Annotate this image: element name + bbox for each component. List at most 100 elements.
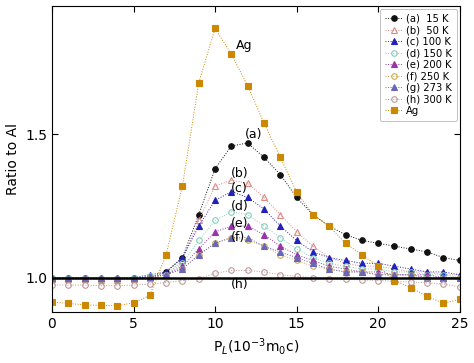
(b)  50 K (196, 218, 201, 223)
Text: (c): (c) (231, 182, 248, 195)
(b)  50 K (261, 195, 267, 200)
(g) 273 K (310, 261, 316, 265)
(d) 150 K (228, 209, 234, 214)
(f) 250 K (65, 277, 71, 281)
(g) 273 K (392, 273, 397, 277)
(e) 200 K (163, 273, 169, 277)
(b)  50 K (375, 264, 381, 268)
(c) 100 K (343, 258, 348, 263)
(g) 273 K (147, 275, 153, 279)
(a)  15 K (343, 233, 348, 237)
(d) 150 K (163, 273, 169, 277)
(g) 273 K (49, 276, 55, 280)
(f) 250 K (408, 273, 414, 277)
(d) 150 K (457, 276, 463, 280)
(g) 273 K (196, 253, 201, 257)
(e) 200 K (343, 267, 348, 271)
(c) 100 K (359, 261, 365, 265)
(d) 150 K (196, 238, 201, 242)
(a)  15 K (163, 270, 169, 274)
(e) 200 K (98, 276, 104, 280)
(b)  50 K (392, 267, 397, 271)
(d) 150 K (114, 276, 120, 280)
(a)  15 K (82, 276, 87, 280)
(d) 150 K (261, 224, 267, 228)
Ag (424, 294, 430, 298)
(d) 150 K (212, 218, 218, 223)
(f) 250 K (440, 276, 446, 280)
Ag (277, 155, 283, 159)
Text: (f): (f) (231, 231, 246, 244)
(e) 200 K (261, 233, 267, 237)
(f) 250 K (82, 277, 87, 281)
(e) 200 K (440, 276, 446, 280)
Ag (131, 301, 137, 305)
(e) 200 K (147, 275, 153, 279)
(f) 250 K (212, 241, 218, 245)
Line: (h) 300 K: (h) 300 K (49, 268, 463, 290)
(a)  15 K (327, 224, 332, 228)
Ag (327, 224, 332, 228)
(d) 150 K (327, 261, 332, 265)
(c) 100 K (212, 198, 218, 203)
(d) 150 K (310, 256, 316, 260)
(b)  50 K (212, 184, 218, 188)
Line: (e) 200 K: (e) 200 K (49, 223, 463, 281)
(g) 273 K (294, 256, 300, 260)
(e) 200 K (212, 230, 218, 234)
Ag (163, 253, 169, 257)
Text: (b): (b) (231, 167, 249, 180)
Ag (147, 293, 153, 298)
(d) 150 K (343, 264, 348, 268)
(a)  15 K (424, 250, 430, 254)
(a)  15 K (440, 256, 446, 260)
(h) 300 K (131, 283, 137, 287)
(f) 250 K (98, 277, 104, 281)
(g) 273 K (261, 244, 267, 248)
Ag (212, 26, 218, 30)
(g) 273 K (114, 276, 120, 280)
(a)  15 K (245, 141, 251, 145)
(g) 273 K (65, 276, 71, 280)
(h) 300 K (457, 285, 463, 289)
(g) 273 K (82, 276, 87, 280)
(e) 200 K (245, 224, 251, 228)
(a)  15 K (310, 212, 316, 217)
Ag (82, 303, 87, 307)
(g) 273 K (408, 273, 414, 277)
(h) 300 K (375, 278, 381, 283)
(f) 250 K (424, 276, 430, 280)
(d) 150 K (408, 270, 414, 274)
Ag (245, 83, 251, 88)
(e) 200 K (294, 253, 300, 257)
(g) 273 K (212, 241, 218, 245)
(g) 273 K (245, 235, 251, 240)
Ag (114, 303, 120, 308)
(e) 200 K (196, 247, 201, 251)
(h) 300 K (327, 276, 332, 281)
(d) 150 K (98, 276, 104, 280)
(b)  50 K (343, 261, 348, 265)
Line: (c) 100 K: (c) 100 K (49, 189, 463, 281)
(g) 273 K (424, 276, 430, 280)
(h) 300 K (147, 282, 153, 286)
(g) 273 K (440, 276, 446, 280)
Ag (261, 121, 267, 125)
(b)  50 K (408, 270, 414, 274)
(d) 150 K (131, 276, 137, 280)
(f) 250 K (375, 273, 381, 277)
(h) 300 K (65, 283, 71, 287)
(c) 100 K (180, 256, 185, 260)
Ag (180, 184, 185, 188)
Ag (49, 300, 55, 304)
(e) 200 K (114, 276, 120, 280)
(e) 200 K (49, 276, 55, 280)
(h) 300 K (294, 274, 300, 278)
(c) 100 K (147, 273, 153, 277)
(h) 300 K (277, 273, 283, 277)
Ag (408, 286, 414, 290)
(h) 300 K (212, 271, 218, 276)
(h) 300 K (245, 268, 251, 273)
(d) 150 K (440, 273, 446, 277)
(a)  15 K (359, 238, 365, 242)
